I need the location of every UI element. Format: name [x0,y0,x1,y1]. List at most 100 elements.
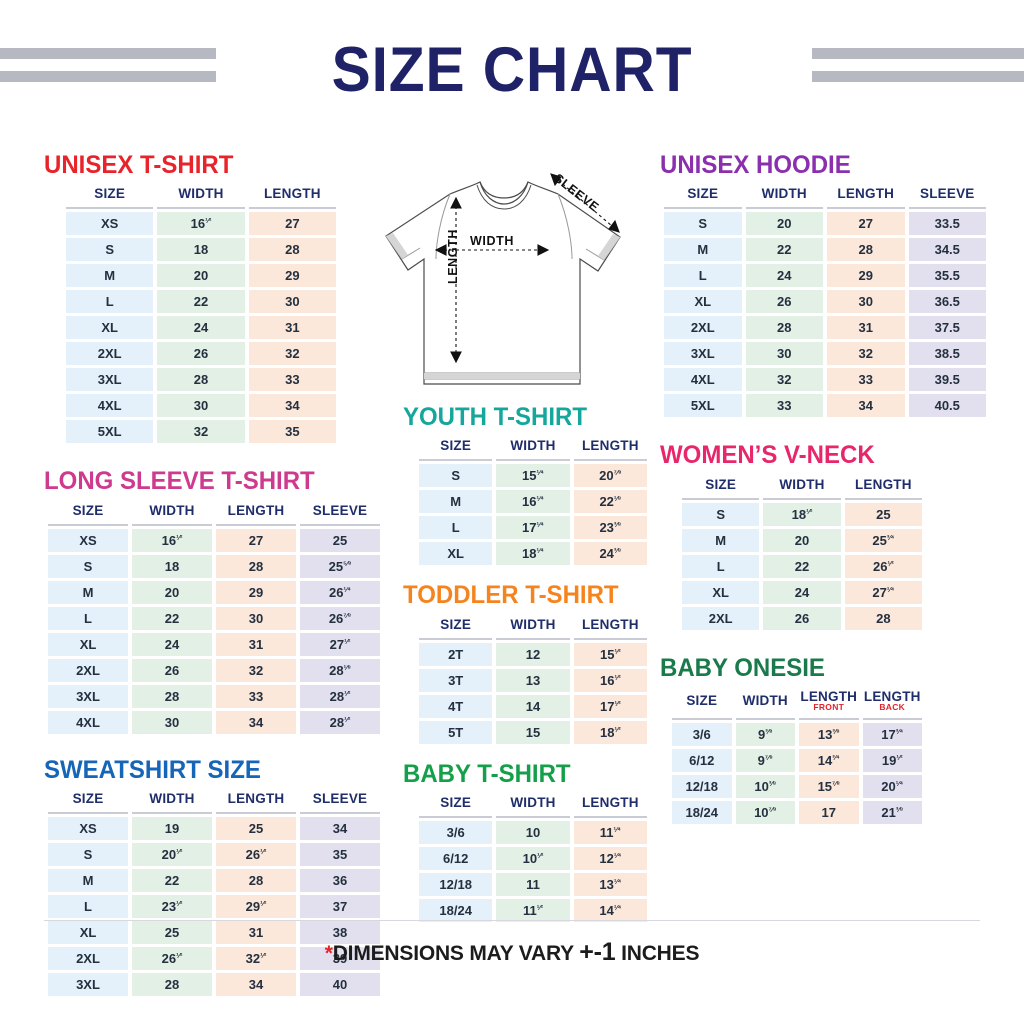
table-cell: 32 [745,368,823,392]
column-header-size-0: SIZE [48,789,128,814]
table-cell: 15¹⁄² [573,642,647,666]
table-cell: 15¹⁄⁴ [496,464,570,488]
table-cell: 30 [157,394,245,418]
table-cell: 28¹⁄² [300,684,380,708]
table-row: XL 26 30 36.5 [664,290,986,314]
table-row: M 20 29 26¹⁄⁴ [48,580,380,604]
table-block-youth-tshirt: YOUTH T-SHIRT SIZE WIDTH LENGTH S 15¹⁄⁴ 20⁷⁄⁸ M… [403,404,651,568]
table-row: XL 25 31 38 [48,920,380,944]
table-cell: 30 [248,290,336,314]
table-cell: 28 [132,684,212,708]
table-cell: 27 [827,212,905,236]
table-cell: 30 [132,710,212,734]
section-title-unisex-hoodie: UNISEX HOODIE [660,151,851,179]
diagram-label-width: WIDTH [470,234,514,248]
table-cell: 2XL [66,342,154,366]
table-cell: 28 [745,316,823,340]
table-cell: 19 [132,816,212,840]
table-cell: 22 [745,238,823,262]
decor-bars-right [812,48,1024,94]
column-header-size-0: SIZE [682,475,760,500]
column-header-size-0: SIZE [672,687,732,721]
section-title-unisex-tshirt: UNISEX T-SHIRT [44,151,234,179]
column-header-sleeve-3: SLEEVE [300,501,380,526]
table-cell: 16¹⁄² [132,528,212,552]
table-cell: 13³⁄⁸ [799,723,859,747]
table-cell: 39 [300,946,380,970]
table-cell: 18¹⁄² [573,720,647,744]
table-cell: 32 [216,658,296,682]
table-row: L 22 30 26⁷⁄⁸ [48,606,380,630]
table-cell: 5XL [66,420,154,444]
table-cell: 34.5 [908,238,986,262]
table-cell: 38 [300,920,380,944]
column-subheader: BACK [879,701,906,712]
table-cell: 31 [216,920,296,944]
table-row: XL 24 31 [66,316,336,340]
size-table-baby-tshirt: SIZE WIDTH LENGTH 3/6 10 11¹⁄⁴ 6/12 10¹⁄² 12¹⁄⁴ 1… [415,791,651,925]
column-header-size-0: SIZE [48,501,128,526]
table-row: L 17¹⁄⁴ 23³⁄⁸ [419,516,647,540]
footer-text-after: INCHES [615,942,700,965]
table-cell: 40 [300,972,380,996]
table-cell: 12/18 [419,872,493,896]
table-cell: L [48,606,128,630]
table-cell: 32¹⁄² [216,946,296,970]
table-row: M 20 29 [66,264,336,288]
section-title-sweatshirt-size: SWEATSHIRT SIZE [44,755,261,784]
table-row: XS 19 25 34 [48,816,380,840]
table-cell: 2XL [664,316,742,340]
table-cell: 33 [745,394,823,418]
column-header-width-1: WIDTH [496,793,570,818]
column-header-width-1: WIDTH [157,185,245,210]
table-cell: L [66,290,154,314]
table-cell: 4T [419,694,493,718]
section-title-baby-onesie: BABY ONESIE [660,653,825,682]
table-cell: 13¹⁄⁴ [573,872,647,896]
table-cell: XL [66,316,154,340]
page-header: SIZE CHART [0,35,1024,110]
table-cell: 21³⁄⁸ [862,801,922,825]
column-header-length-2: LENGTH [216,501,296,526]
column-left: UNISEX T-SHIRT SIZE WIDTH LENGTH XS 16¹⁄² 27 S 1… [44,152,384,999]
table-cell: 3/6 [672,723,732,747]
tshirt-outline-icon [385,173,621,385]
table-cell: 25⁵⁄⁸ [300,554,380,578]
table-cell: 12 [496,642,570,666]
table-row: 2XL 28 31 37.5 [664,316,986,340]
table-row: 3/6 9³⁄⁸ 13³⁄⁸ 17³⁄⁴ [672,723,922,747]
table-row: L 22 26¹⁄² [682,554,922,578]
table-cell: 3T [419,668,493,692]
table-cell: 11¹⁄⁴ [573,820,647,844]
table-block-unisex-tshirt: UNISEX T-SHIRT SIZE WIDTH LENGTH XS 16¹⁄² 27 S 1… [44,152,340,446]
table-cell: 4XL [66,394,154,418]
table-row: XL 24 27¹⁄⁴ [682,580,922,604]
table-cell: M [664,238,742,262]
table-cell: 16¹⁄² [157,212,245,236]
table-row: XL 18¹⁄⁴ 24³⁄⁸ [419,542,647,566]
table-header-row: SIZE WIDTH LENGTH [682,475,922,500]
table-cell: 28 [827,238,905,262]
column-header-width-1: WIDTH [735,687,795,721]
column-header-length-2: LENGTH [844,475,922,500]
table-row: 2T 12 15¹⁄² [419,642,647,666]
table-cell: M [66,264,154,288]
column-header-size-0: SIZE [419,437,493,462]
table-block-sweatshirt-size: SWEATSHIRT SIZE SIZE WIDTH LENGTH SLEEVE XS 19… [44,755,384,999]
table-row: 12/18 10³⁄⁸ 15⁷⁄⁸ 20¹⁄⁴ [672,775,922,799]
table-cell: 40.5 [908,394,986,418]
section-title-long-sleeve-tshirt: LONG SLEEVE T-SHIRT [44,467,315,496]
table-block-baby-tshirt: BABY T-SHIRT SIZE WIDTH LENGTH 3/6 10 11¹⁄⁴ 6/1… [403,760,651,925]
table-row: 4T 14 17¹⁄² [419,694,647,718]
column-header-width-1: WIDTH [496,615,570,640]
column-header-length-2: LENGTH [248,185,336,210]
table-row: 3/6 10 11¹⁄⁴ [419,820,647,844]
table-cell: 38.5 [908,342,986,366]
table-row: 3T 13 16¹⁄² [419,668,647,692]
table-cell: 31 [216,632,296,656]
table-cell: 31 [827,316,905,340]
table-cell: M [48,580,128,604]
table-cell: M [48,868,128,892]
table-block-unisex-hoodie: UNISEX HOODIE SIZE WIDTH LENGTH SLEEVE S 20 27 3… [660,152,990,420]
table-cell: 32 [827,342,905,366]
